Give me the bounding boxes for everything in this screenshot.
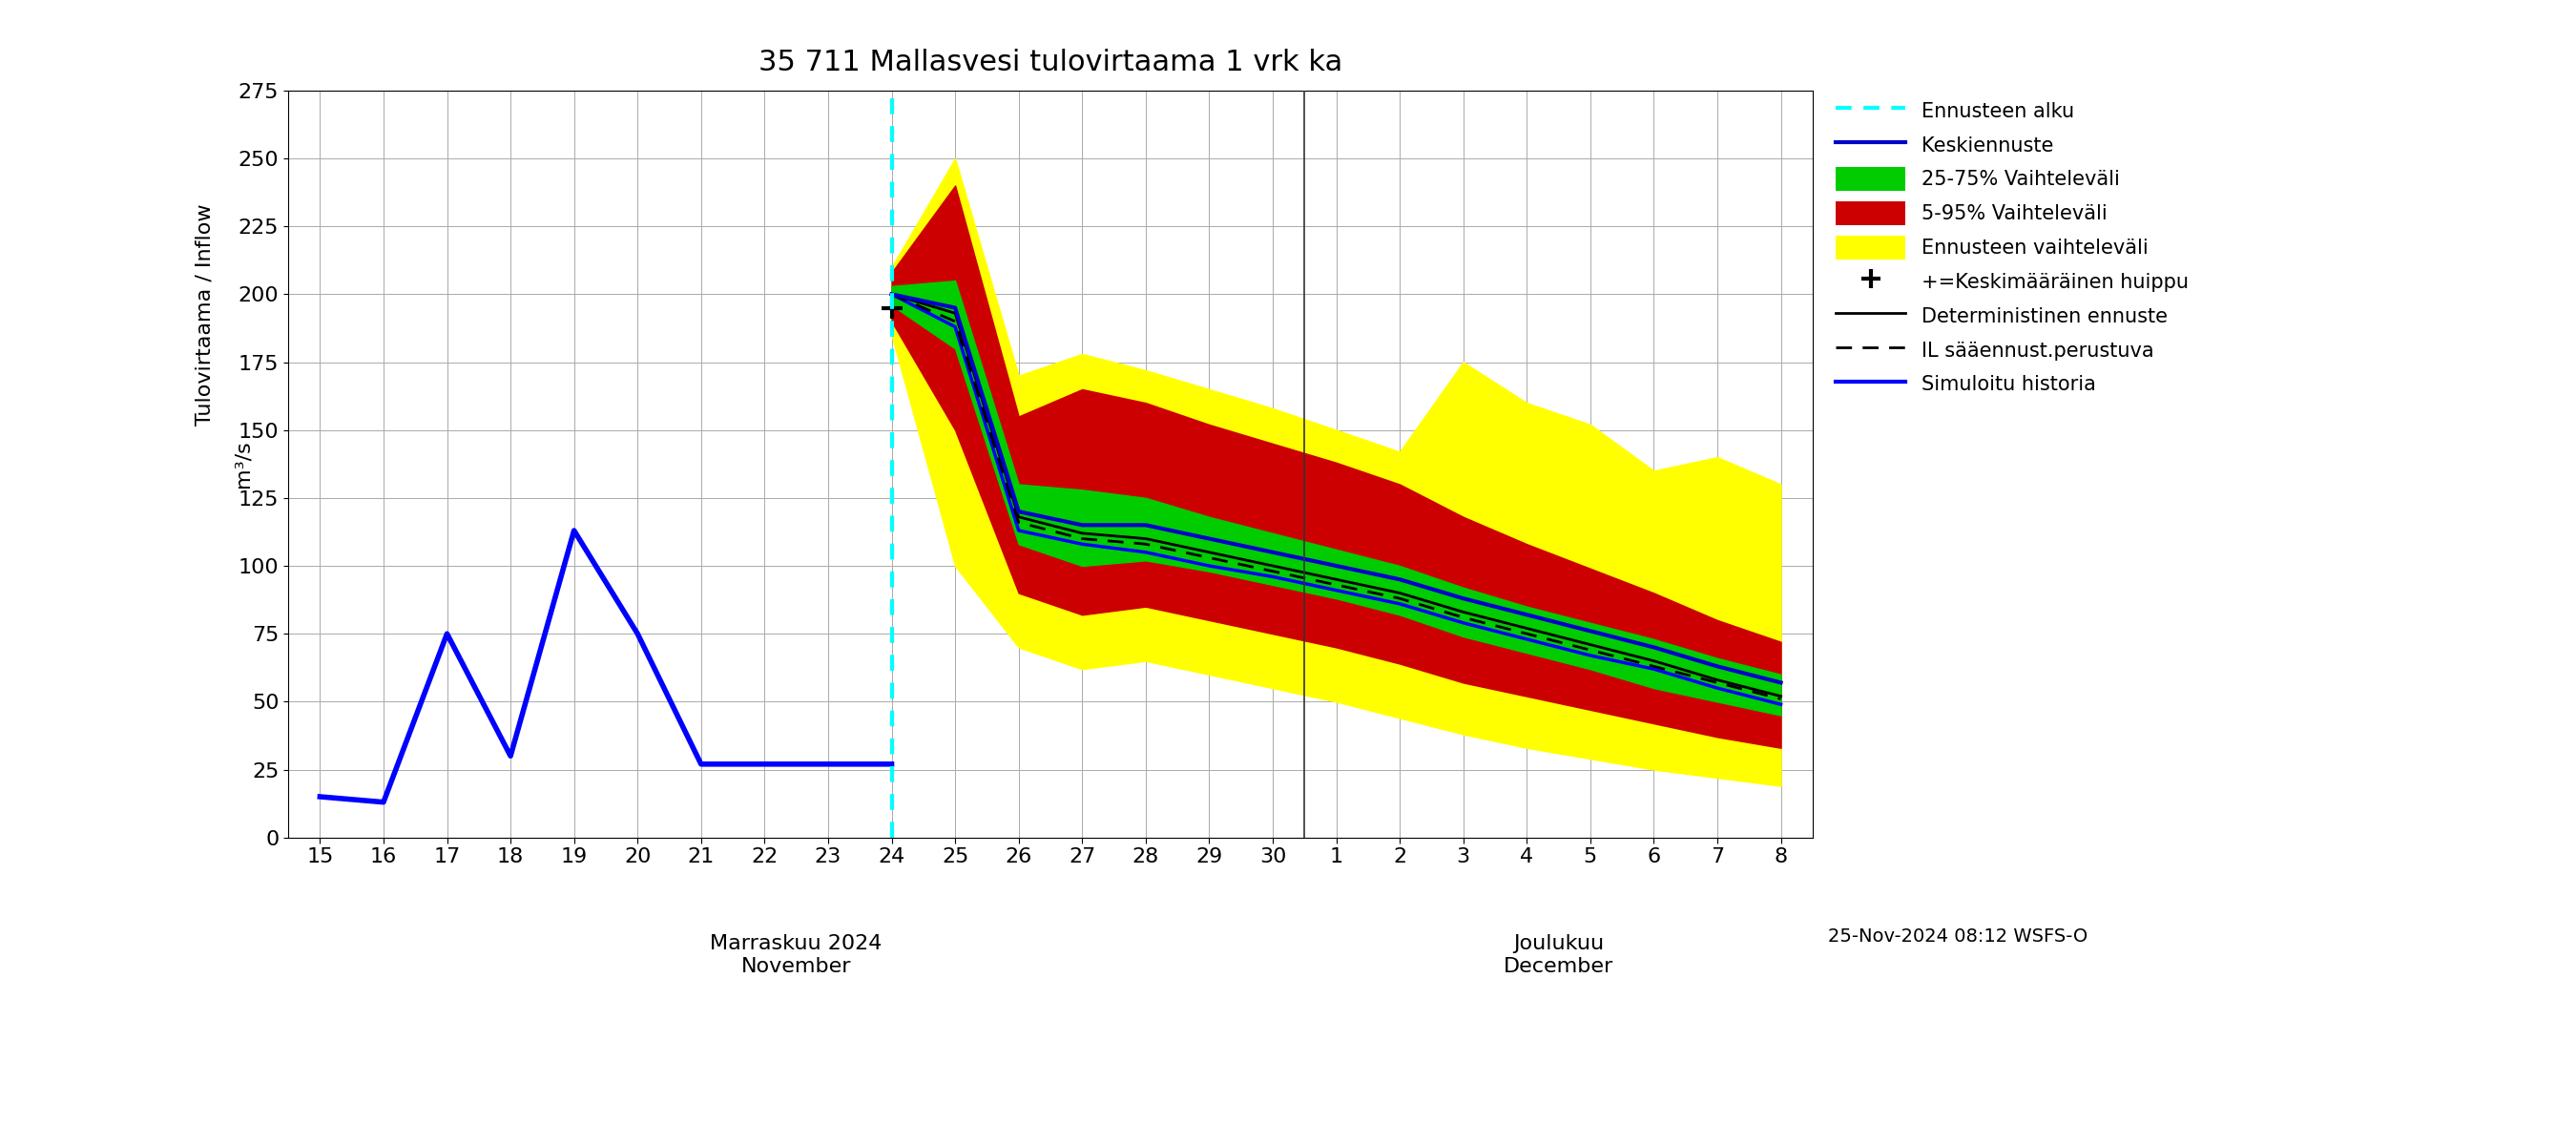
Text: Tulovirtaama / Inflow: Tulovirtaama / Inflow — [196, 204, 214, 426]
Text: Joulukuu
December: Joulukuu December — [1504, 934, 1613, 976]
Text: m³/s: m³/s — [232, 440, 252, 488]
Title: 35 711 Mallasvesi tulovirtaama 1 vrk ka: 35 711 Mallasvesi tulovirtaama 1 vrk ka — [757, 48, 1342, 77]
Text: Marraskuu 2024
November: Marraskuu 2024 November — [711, 934, 884, 976]
Legend: Ennusteen alku, Keskiennuste, 25-75% Vaihteleväli, 5-95% Vaihteleväli, Ennusteen: Ennusteen alku, Keskiennuste, 25-75% Vai… — [1829, 90, 2197, 404]
Text: 25-Nov-2024 08:12 WSFS-O: 25-Nov-2024 08:12 WSFS-O — [1829, 927, 2087, 946]
